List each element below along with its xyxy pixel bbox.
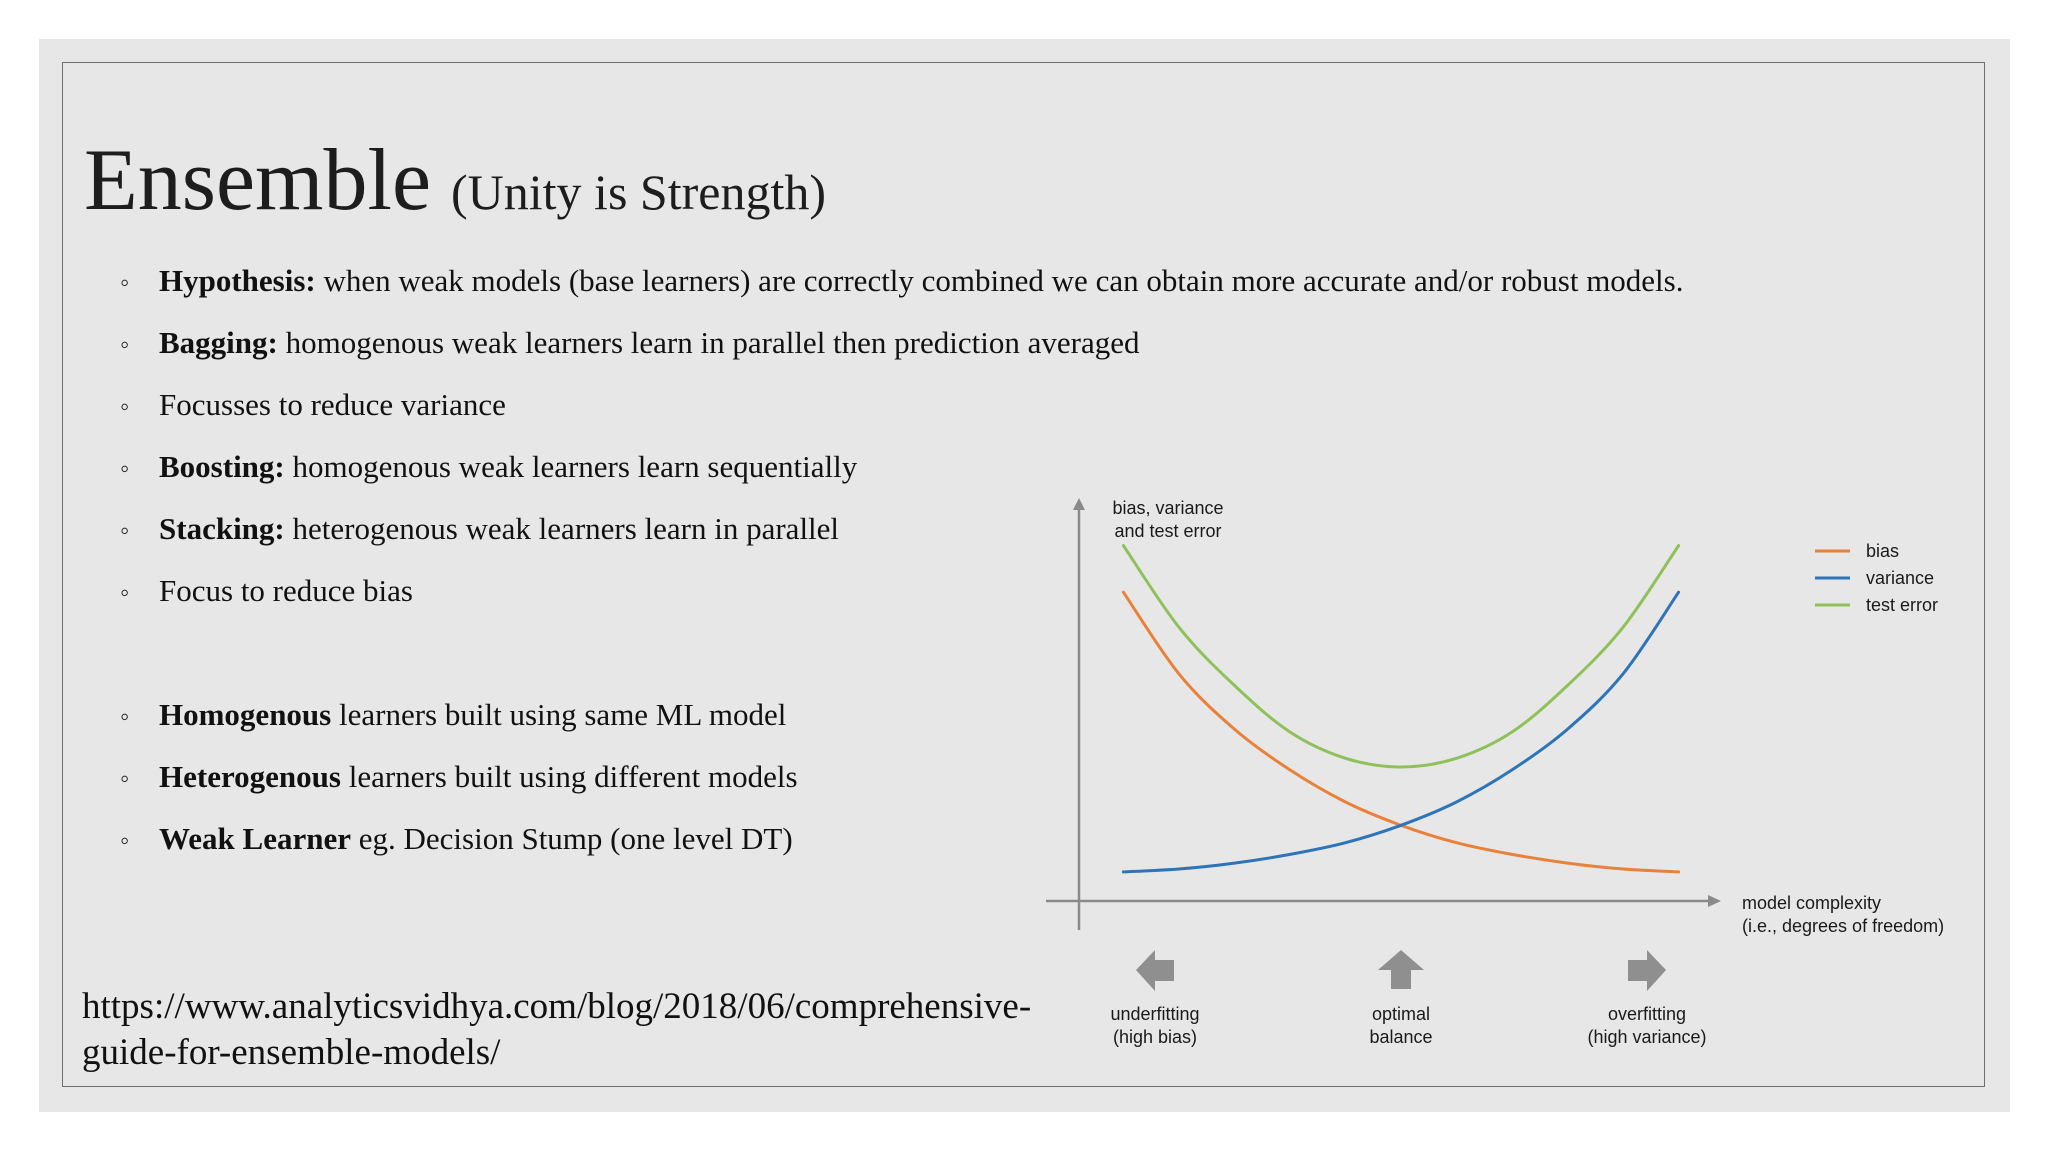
bullet-term: Stacking:: [159, 511, 285, 546]
bullet-marker: ◦: [120, 826, 130, 855]
bullet-text: when weak models (base learners) are cor…: [315, 263, 1684, 298]
bullet-item: ◦ Focusses to reduce variance: [120, 385, 506, 427]
bullet-text: learners built using different models: [340, 759, 798, 794]
bullet-marker: ◦: [120, 578, 130, 607]
bullet-text: eg. Decision Stump (one level DT): [351, 821, 793, 856]
title-subtitle: (Unity is Strength): [451, 164, 826, 220]
bullet-text: heterogenous weak learners learn in para…: [284, 511, 840, 546]
series-line-test-error: [1121, 544, 1681, 769]
y-axis-arrowhead: [1073, 498, 1085, 510]
annotation-label: underfitting: [1110, 1004, 1199, 1024]
slide: [39, 39, 2010, 1112]
bullet-item: ◦ Bagging: homogenous weak learners learn…: [120, 323, 1139, 365]
annotation-label: optimal: [1372, 1004, 1430, 1024]
annotation-label: (high bias): [1113, 1027, 1197, 1047]
legend-label-test-error: test error: [1866, 595, 1938, 615]
bullet-marker: ◦: [120, 330, 130, 359]
x-axis-arrowhead: [1708, 895, 1721, 907]
source-link-line-1: https://www.analyticsvidhya.com/blog/201…: [82, 986, 1032, 1027]
annotation-label: balance: [1369, 1027, 1432, 1047]
bullet-text: Focus to reduce bias: [159, 573, 413, 608]
bullet-marker: ◦: [120, 268, 130, 297]
bullet-term: Weak Learner: [159, 821, 351, 856]
bullet-marker: ◦: [120, 764, 130, 793]
y-axis-label: and test error: [1114, 521, 1221, 541]
series-line-bias: [1121, 590, 1681, 874]
y-axis-label: bias, variance: [1112, 498, 1223, 518]
bullet-item: ◦ Focus to reduce bias: [120, 571, 413, 613]
bullet-marker: ◦: [120, 702, 130, 731]
bullet-term: Hypothesis:: [159, 263, 316, 298]
legend-label-bias: bias: [1866, 541, 1899, 561]
bullet-text: Focusses to reduce variance: [159, 387, 506, 422]
slide-title: Ensemble (Unity is Strength): [84, 130, 826, 231]
arrow-up-icon: [1378, 950, 1424, 989]
bullet-text: homogenous weak learners learn sequentia…: [284, 449, 858, 484]
bullet-item: ◦ Boosting: homogenous weak learners lear…: [120, 447, 857, 489]
x-axis-label: (i.e., degrees of freedom): [1742, 916, 1944, 936]
annotation-label: (high variance): [1587, 1027, 1706, 1047]
source-link[interactable]: https://www.analyticsvidhya.com/blog/201…: [82, 984, 1092, 1076]
title-main: Ensemble: [84, 132, 432, 229]
slide-frame: [62, 62, 1985, 1087]
bullet-term: Homogenous: [159, 697, 332, 732]
bullet-item: ◦ Heterogenous learners built using diffe…: [120, 757, 798, 799]
arrow-right-icon: [1628, 950, 1666, 991]
series-line-variance: [1121, 590, 1681, 874]
bullet-term: Boosting:: [159, 449, 285, 484]
source-link-line-2: guide-for-ensemble-models/: [82, 1032, 501, 1073]
bullet-term: Heterogenous: [159, 759, 341, 794]
bullet-item: ◦ Weak Learner eg. Decision Stump (one le…: [120, 819, 793, 861]
bullet-marker: ◦: [120, 454, 130, 483]
annotation-label: overfitting: [1608, 1004, 1686, 1024]
arrow-left-icon: [1136, 950, 1174, 991]
bullet-marker: ◦: [120, 516, 130, 545]
bullet-item: ◦ Homogenous learners built using same ML…: [120, 695, 786, 737]
legend-label-variance: variance: [1866, 568, 1934, 588]
bullet-item: ◦ Stacking: heterogenous weak learners le…: [120, 509, 839, 551]
bullet-text: learners built using same ML model: [331, 697, 787, 732]
x-axis-label: model complexity: [1742, 893, 1881, 913]
bullet-text: homogenous weak learners learn in parall…: [277, 325, 1140, 360]
bullet-marker: ◦: [120, 392, 130, 421]
bullet-term: Bagging:: [159, 325, 278, 360]
bullet-item: ◦ Hypothesis: when weak models (base lear…: [120, 261, 1684, 303]
